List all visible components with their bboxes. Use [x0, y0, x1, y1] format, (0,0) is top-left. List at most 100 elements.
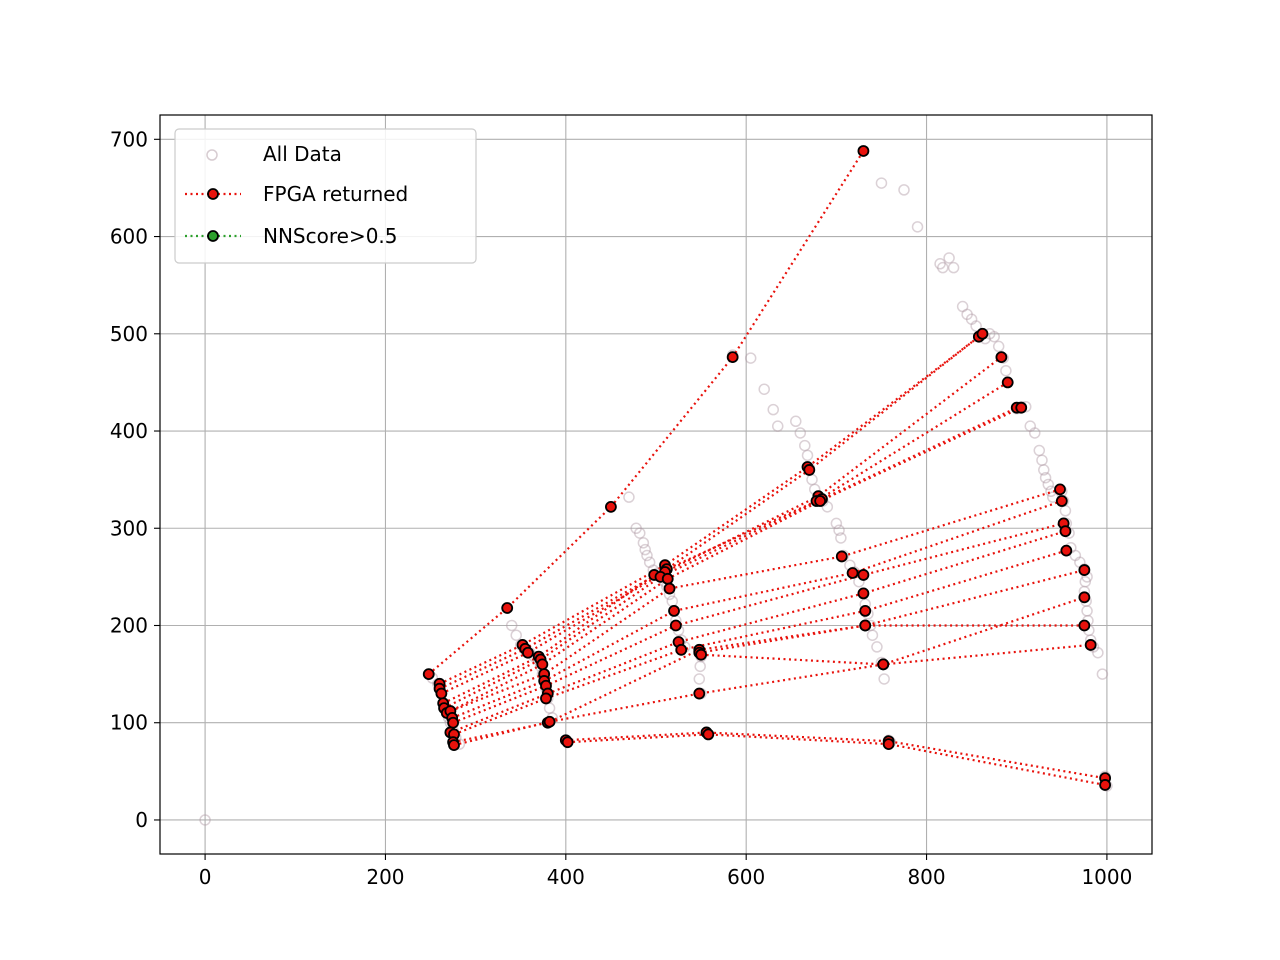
all-data-point — [801, 449, 814, 462]
fpga-point — [661, 572, 674, 585]
all-data-point — [637, 537, 650, 549]
axis-ticks: 0 200 400 600 800 1000 0 100 200 300 400 500 600 700 — [110, 127, 1133, 889]
x-tick-label: 1000 — [1081, 865, 1132, 889]
all-data-point — [875, 177, 888, 189]
fpga-returned-points — [422, 145, 1112, 791]
fpga-track-line — [453, 596, 1085, 747]
fpga-point — [540, 692, 552, 705]
all-data-point — [871, 641, 883, 653]
fpga-point — [448, 739, 460, 751]
all-data-point — [634, 527, 646, 539]
legend-box — [174, 128, 477, 264]
fpga-point — [1054, 483, 1066, 496]
x-tick-label: 0 — [199, 865, 212, 889]
fpga-point — [882, 738, 895, 751]
fpga-point — [695, 648, 707, 661]
all-data-point — [1029, 427, 1041, 439]
fpga-point — [605, 500, 617, 513]
fpga-point — [561, 736, 574, 749]
y-tick-label: 0 — [135, 808, 148, 832]
fpga-point — [435, 687, 448, 700]
all-data-point — [956, 300, 969, 313]
legend-marker-all-data — [206, 149, 218, 161]
fpga-track-line — [565, 731, 1106, 780]
fpga-point — [814, 495, 827, 507]
all-data-point — [799, 439, 811, 452]
plot-area-frame — [159, 114, 1153, 855]
fpga-point — [1084, 639, 1097, 651]
fpga-point — [693, 687, 706, 700]
all-data-point — [1033, 444, 1046, 457]
all-data-point — [1039, 471, 1052, 484]
fpga-point — [522, 646, 534, 659]
fpga-point — [501, 602, 514, 614]
fpga-point — [877, 658, 890, 671]
legend-marker-nnscore — [207, 230, 219, 242]
x-tick-label: 400 — [547, 865, 585, 889]
fpga-point — [1001, 376, 1014, 389]
all-data-point — [961, 308, 973, 321]
all-data-point — [1069, 549, 1082, 562]
fpga-point — [536, 658, 549, 671]
all-data-point — [744, 352, 757, 364]
all-data-point — [992, 340, 1005, 353]
all-data-point — [835, 532, 847, 544]
fpga-point — [857, 569, 870, 581]
y-tick-label: 500 — [110, 322, 148, 346]
grid-lines — [160, 115, 1152, 854]
all-data-point — [1000, 364, 1012, 377]
fpga-point — [543, 715, 556, 728]
y-tick-label: 200 — [110, 613, 148, 637]
legend-label-all-data: All Data — [263, 142, 342, 166]
all-data-point — [771, 420, 784, 432]
all-data-point — [821, 501, 834, 513]
fpga-point — [1078, 619, 1091, 632]
all-data-point — [630, 522, 642, 535]
fpga-point — [668, 605, 680, 617]
fpga-point — [422, 668, 435, 681]
all-data-point — [199, 814, 211, 826]
fpga-point — [857, 587, 870, 600]
all-data-point — [767, 403, 779, 416]
fpga-point — [669, 619, 682, 632]
all-data-point — [1036, 454, 1048, 466]
all-data-point — [937, 261, 949, 274]
all-data-point — [830, 517, 843, 530]
fpga-point — [803, 464, 816, 476]
fpga-point — [859, 619, 872, 632]
all-data-point — [1024, 420, 1037, 432]
fpga-point — [976, 327, 989, 340]
all-data-point — [623, 491, 635, 503]
all-data-point — [694, 660, 706, 673]
fpga-point — [1078, 591, 1091, 604]
all-data-point — [1081, 605, 1093, 617]
y-tick-label: 600 — [110, 225, 148, 249]
legend-marker-fpga — [207, 188, 219, 200]
all-data-point — [988, 330, 1000, 343]
all-data-point — [1096, 668, 1109, 680]
fpga-point — [1078, 564, 1091, 576]
fpga-point — [857, 145, 870, 157]
fpga-point — [995, 351, 1008, 364]
fpga-point — [1015, 401, 1028, 414]
fpga-track-line — [567, 733, 1106, 787]
all-data-point — [970, 320, 982, 332]
all-data-point — [965, 313, 978, 325]
all-data-point — [833, 524, 845, 536]
all-data-point — [693, 673, 706, 685]
fpga-point — [1060, 544, 1073, 557]
all-data-point — [1092, 646, 1104, 659]
fpga-point — [846, 567, 859, 579]
fpga-track-line — [451, 499, 1063, 719]
all-data-point — [1059, 505, 1072, 517]
fpga-point — [1099, 779, 1112, 791]
y-tick-label: 400 — [110, 419, 148, 443]
all-data-point — [641, 549, 653, 562]
all-data-point — [1079, 575, 1092, 588]
all-data-point — [898, 184, 910, 196]
all-data-point — [947, 261, 960, 274]
all-data-point — [934, 258, 946, 270]
legend-label-nnscore: NNScore>0.5 — [263, 224, 398, 248]
x-tick-label: 600 — [727, 865, 765, 889]
